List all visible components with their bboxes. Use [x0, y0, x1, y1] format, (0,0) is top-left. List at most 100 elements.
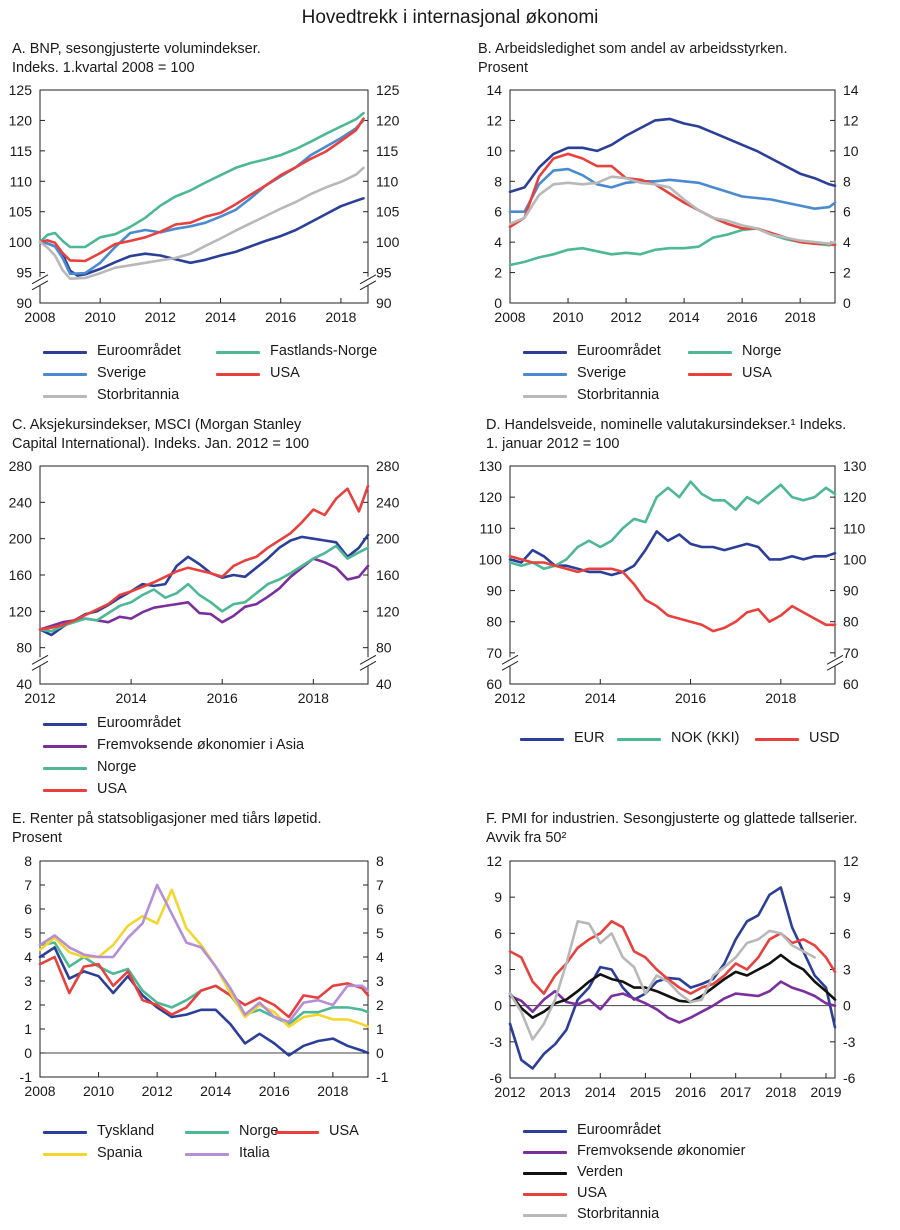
y-tick-label-right: 0 [843, 998, 851, 1014]
legend-swatch [43, 745, 87, 748]
x-tick-label: 2016 [727, 309, 758, 325]
panel-c-title: C. Aksjekursindekser, MSCI (Morgan Stanl… [12, 416, 309, 454]
legend-swatch [43, 395, 87, 398]
y-tick-label-right: 1 [376, 1021, 384, 1037]
y-tick-label-right: -1 [376, 1069, 389, 1085]
series-line-storbritannia [508, 175, 837, 245]
legend-label: USA [329, 1123, 359, 1139]
y-tick-label-right: 200 [376, 531, 400, 547]
y-tick-label-right: 105 [376, 204, 400, 220]
y-tick-label-right: 110 [843, 520, 866, 536]
panel-c-title-text: Aksjekursindekser, MSCI (Morgan Stanley … [12, 417, 310, 452]
panel-b-title-text: Arbeidsledighet som andel av arbeidsstyr… [478, 41, 788, 76]
legend-swatch [43, 351, 87, 354]
legend-swatch [43, 1131, 87, 1134]
y-tick-label-left: 70 [486, 645, 502, 661]
x-tick-label: 2019 [810, 1084, 841, 1100]
chart-e-bond-yields: -1 -1 0 0 1 1 2 2 3 3 4 4 5 5 6 6 7 7 8 8 2008 2010 2012 2014 20… [20, 853, 389, 1099]
y-tick-label-right: 240 [376, 494, 400, 510]
chart-b-unemployment: 0 0 2 2 4 4 6 6 8 8 10 10 12 12 14 14 2008 2010 2012 2014 20… [486, 82, 859, 325]
series-line-sverige [508, 167, 837, 213]
legend-swatch [43, 789, 87, 792]
chart-d-currency: 60 60 70 70 80 80 90 90 100 100 110 110 120 120 130 130… [479, 458, 867, 706]
y-tick-label-left: 100 [479, 551, 503, 567]
y-tick-label-right: 40 [376, 676, 392, 692]
legend-swatch [520, 738, 564, 741]
chart-a-legend: Euroområdet Fastlands-Norge Sverige USA Stor… [43, 343, 443, 413]
series-line-verden [508, 953, 837, 1019]
legend-swatch [216, 373, 260, 376]
y-tick-label-right: 12 [843, 112, 859, 128]
legend-label: Spania [97, 1145, 143, 1161]
x-tick-label: 2014 [585, 690, 616, 706]
series-line-nok-kki- [508, 480, 837, 571]
y-tick-label-right: 90 [843, 583, 859, 599]
x-tick-label: 2018 [765, 1084, 796, 1100]
legend-swatch [688, 373, 732, 376]
legend-swatch [185, 1153, 229, 1156]
y-tick-label-left: 0 [24, 1045, 32, 1061]
y-tick-label-right: 80 [376, 640, 392, 656]
legend-label: Verden [577, 1164, 623, 1180]
y-tick-label-right: 130 [843, 458, 867, 474]
y-tick-label-right: 115 [376, 143, 399, 159]
y-tick-label-right: 95 [376, 265, 392, 281]
y-tick-label-right: 14 [843, 82, 859, 98]
y-tick-label-left: 105 [9, 204, 33, 220]
y-tick-label-left: 8 [494, 173, 502, 189]
y-tick-label-left: 95 [16, 265, 32, 281]
plot-frame [509, 465, 836, 685]
x-tick-label: 2018 [325, 309, 356, 325]
y-tick-label-right: -3 [843, 1034, 856, 1050]
y-tick-label-right: 2 [376, 997, 384, 1013]
axis-break-mark [31, 654, 49, 665]
y-tick-label-left: 9 [494, 889, 502, 905]
y-tick-label-right: 0 [376, 1045, 384, 1061]
legend-swatch [523, 1214, 567, 1217]
chart-c-legend: Euroområdet Fremvoksende økonomier i Asia… [43, 715, 443, 805]
y-tick-label-right: 5 [376, 925, 384, 941]
legend-label: USA [270, 365, 300, 381]
series-line-sverige [38, 119, 365, 276]
y-tick-label-left: 1 [24, 1021, 32, 1037]
y-tick-label-left: 6 [494, 204, 502, 220]
legend-swatch [523, 1193, 567, 1196]
y-tick-label-left: 7 [24, 877, 32, 893]
legend-label: Euroområdet [577, 343, 661, 359]
x-tick-label: 2010 [85, 309, 116, 325]
y-tick-label-right: 70 [843, 645, 859, 661]
y-tick-label-right: 10 [843, 143, 859, 159]
y-tick-label-left: -6 [490, 1070, 503, 1086]
page-title: Hovedtrekk i internasjonal økonomi [301, 7, 599, 28]
x-tick-label: 2012 [24, 690, 55, 706]
y-tick-label-left: 115 [10, 143, 33, 159]
y-tick-label-right: 160 [376, 567, 400, 583]
y-tick-label-left: 120 [9, 112, 33, 128]
panel-d-title-text: Handelsveide, nominelle valutakursindeks… [486, 417, 847, 452]
series-line-storbritannia [38, 166, 365, 280]
y-tick-label-left: 280 [9, 458, 33, 474]
y-tick-label-left: 80 [486, 614, 502, 630]
x-tick-label: 2017 [720, 1084, 751, 1100]
y-tick-label-right: 3 [376, 973, 384, 989]
x-tick-label: 2012 [145, 309, 176, 325]
legend-label: USA [97, 781, 127, 797]
x-tick-label: 2018 [765, 690, 796, 706]
panel-e-letter: E. [12, 811, 26, 827]
legend-swatch [523, 1130, 567, 1133]
y-tick-label-right: 4 [843, 234, 851, 250]
legend-swatch [275, 1131, 319, 1134]
legend-swatch [688, 351, 732, 354]
legend-label: Storbritannia [577, 1206, 660, 1222]
x-tick-label: 2008 [24, 1083, 55, 1099]
y-tick-label-left: 120 [479, 489, 503, 505]
y-tick-label-left: -1 [20, 1069, 33, 1085]
panel-a-title: A. BNP, sesongjusterte volumindekser. In… [12, 40, 261, 78]
y-tick-label-left: 4 [24, 949, 32, 965]
y-tick-label-left: 240 [9, 494, 33, 510]
x-tick-label: 2010 [83, 1083, 114, 1099]
axis-break-mark [501, 660, 519, 671]
y-tick-label-right: 7 [376, 877, 384, 893]
legend-label: Norge [239, 1123, 279, 1139]
y-tick-label-left: 14 [486, 82, 502, 98]
